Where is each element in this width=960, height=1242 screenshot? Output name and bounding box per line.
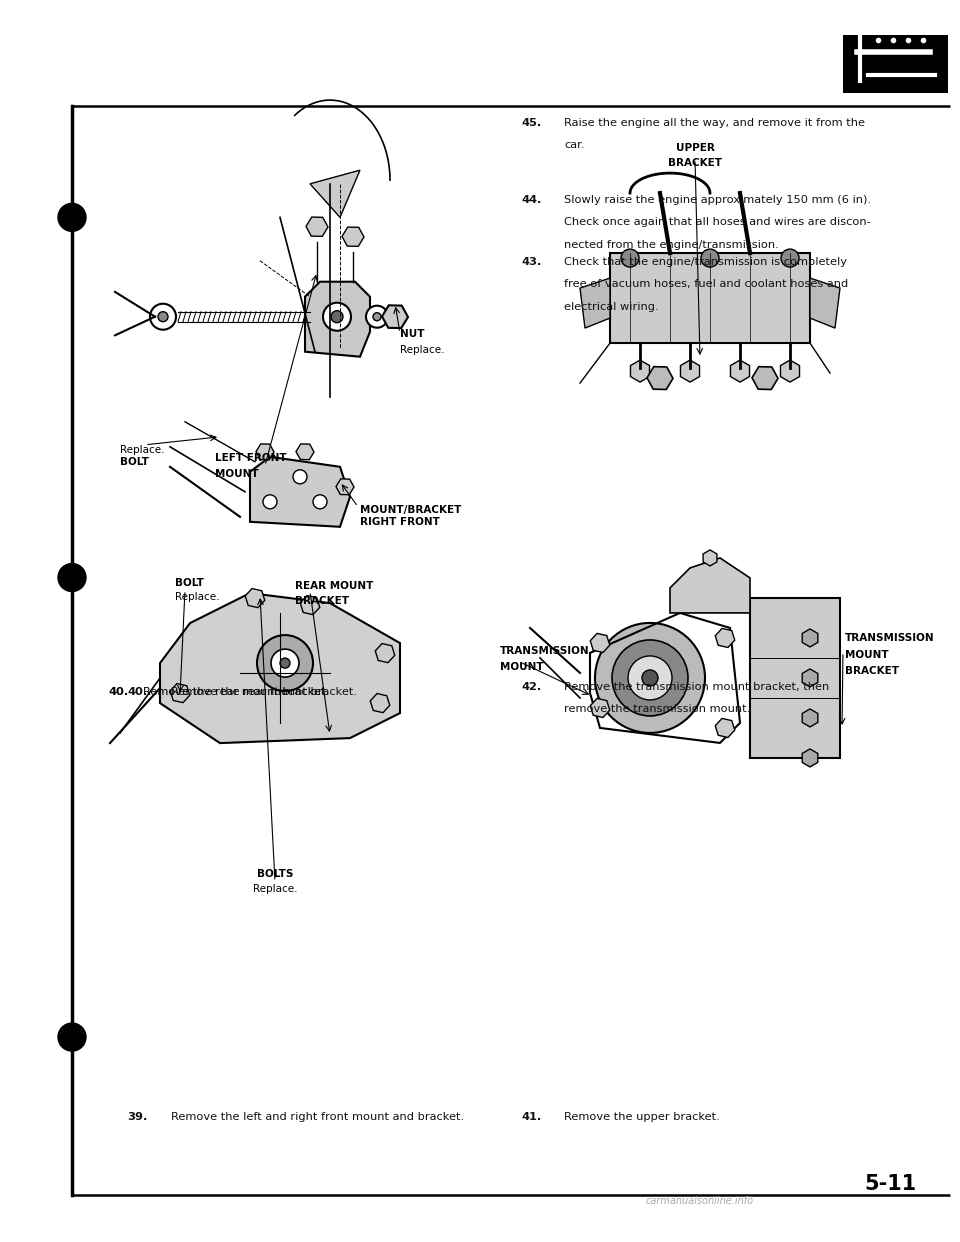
Text: Replace.: Replace. (400, 345, 444, 355)
Polygon shape (580, 278, 610, 328)
Text: BRACKET: BRACKET (295, 596, 349, 606)
Text: LEFT FRONT: LEFT FRONT (215, 453, 287, 463)
Text: REAR MOUNT: REAR MOUNT (295, 581, 373, 591)
Polygon shape (670, 558, 750, 614)
Text: 42.: 42. (521, 682, 541, 692)
Text: Slowly raise the engine approximately 150 mm (6 in).: Slowly raise the engine approximately 15… (564, 195, 872, 205)
Text: electrical wiring.: electrical wiring. (564, 302, 660, 312)
Bar (750, 597, 840, 758)
Bar (843, 35, 948, 93)
Text: nected from the engine/transmission.: nected from the engine/transmission. (564, 240, 780, 250)
Circle shape (58, 1023, 86, 1051)
Circle shape (58, 204, 86, 231)
Circle shape (366, 306, 388, 328)
Text: BOLTS: BOLTS (257, 869, 293, 879)
Text: 5-11: 5-11 (864, 1174, 916, 1194)
Text: BRACKET: BRACKET (845, 666, 899, 676)
Circle shape (323, 303, 351, 330)
Text: remove the transmission mount.: remove the transmission mount. (564, 704, 751, 714)
Polygon shape (305, 282, 370, 356)
Text: MOUNT: MOUNT (845, 650, 889, 660)
Circle shape (373, 313, 381, 320)
Text: BOLT: BOLT (175, 578, 204, 587)
Text: free of vacuum hoses, fuel and coolant hoses and: free of vacuum hoses, fuel and coolant h… (564, 279, 849, 289)
Polygon shape (250, 457, 350, 527)
Text: Remove the left and right front mount and bracket.: Remove the left and right front mount an… (171, 1112, 464, 1122)
Text: Raise the engine all the way, and remove it from the: Raise the engine all the way, and remove… (564, 118, 866, 128)
Text: 40.: 40. (108, 687, 129, 697)
Circle shape (263, 494, 277, 509)
Circle shape (628, 656, 672, 700)
Text: Remove the upper bracket.: Remove the upper bracket. (564, 1112, 720, 1122)
Polygon shape (160, 594, 400, 743)
Circle shape (595, 623, 705, 733)
Circle shape (271, 650, 299, 677)
Circle shape (781, 250, 799, 267)
Text: MOUNT/BRACKET: MOUNT/BRACKET (360, 504, 462, 514)
Circle shape (612, 640, 688, 715)
Circle shape (293, 469, 307, 484)
Text: MOUNT: MOUNT (215, 469, 258, 479)
Text: Check once again that all hoses and wires are discon-: Check once again that all hoses and wire… (564, 217, 872, 227)
Circle shape (150, 304, 176, 329)
Text: TRANSMISSION: TRANSMISSION (845, 633, 935, 643)
Text: BRACKET: BRACKET (668, 158, 722, 168)
Polygon shape (310, 170, 360, 217)
Polygon shape (810, 278, 840, 328)
Text: 41.: 41. (521, 1112, 541, 1122)
Text: RIGHT FRONT: RIGHT FRONT (360, 517, 440, 527)
Text: 39.: 39. (128, 1112, 148, 1122)
Text: TRANSMISSION: TRANSMISSION (500, 646, 589, 656)
Circle shape (158, 312, 168, 322)
Circle shape (331, 310, 343, 323)
Text: Replace.: Replace. (252, 884, 298, 894)
Text: 44.: 44. (521, 195, 541, 205)
Circle shape (701, 250, 719, 267)
Text: Replace.: Replace. (120, 445, 164, 455)
Text: 45.: 45. (521, 118, 541, 128)
Circle shape (280, 658, 290, 668)
Text: BOLT: BOLT (120, 457, 149, 467)
Circle shape (621, 250, 639, 267)
Text: Remove the rear mount bracket.: Remove the rear mount bracket. (171, 687, 357, 697)
Text: Remove the transmission mount bracket, then: Remove the transmission mount bracket, t… (564, 682, 829, 692)
Text: 40.: 40. (128, 687, 148, 697)
Circle shape (313, 494, 327, 509)
Text: car.: car. (564, 140, 585, 150)
Text: 43.: 43. (521, 257, 541, 267)
Circle shape (58, 564, 86, 591)
Text: NUT: NUT (400, 329, 424, 339)
Text: carmanualsonline.info: carmanualsonline.info (646, 1196, 754, 1206)
Circle shape (642, 669, 658, 686)
Text: Check that the engine/transmission is completely: Check that the engine/transmission is co… (564, 257, 848, 267)
Text: MOUNT: MOUNT (500, 662, 543, 672)
Text: UPPER: UPPER (676, 143, 714, 153)
Bar (610, 253, 810, 343)
Circle shape (257, 635, 313, 691)
Text: Replace.: Replace. (175, 592, 220, 602)
Text: Remove the rear mount bracket.: Remove the rear mount bracket. (143, 687, 329, 697)
